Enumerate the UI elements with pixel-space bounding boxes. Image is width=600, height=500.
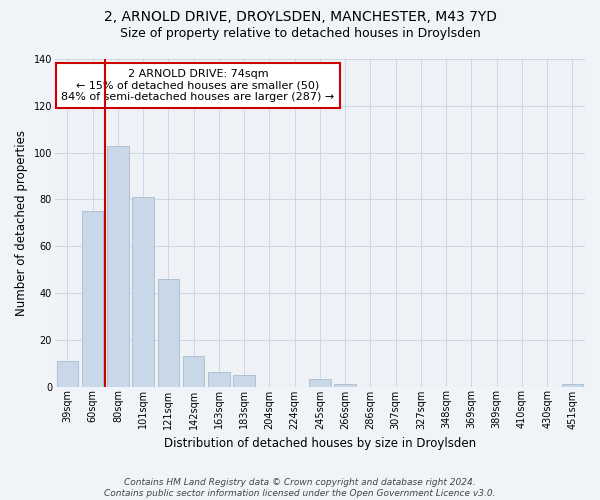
- Bar: [158, 279, 179, 386]
- X-axis label: Distribution of detached houses by size in Droylsden: Distribution of detached houses by size …: [164, 437, 476, 450]
- Bar: [183, 356, 205, 386]
- Text: 2 ARNOLD DRIVE: 74sqm
← 15% of detached houses are smaller (50)
84% of semi-deta: 2 ARNOLD DRIVE: 74sqm ← 15% of detached …: [61, 69, 335, 102]
- Bar: [57, 361, 78, 386]
- Bar: [208, 372, 230, 386]
- Bar: [107, 146, 128, 386]
- Bar: [562, 384, 583, 386]
- Text: 2, ARNOLD DRIVE, DROYLSDEN, MANCHESTER, M43 7YD: 2, ARNOLD DRIVE, DROYLSDEN, MANCHESTER, …: [104, 10, 497, 24]
- Bar: [133, 197, 154, 386]
- Text: Contains HM Land Registry data © Crown copyright and database right 2024.
Contai: Contains HM Land Registry data © Crown c…: [104, 478, 496, 498]
- Bar: [309, 380, 331, 386]
- Y-axis label: Number of detached properties: Number of detached properties: [15, 130, 28, 316]
- Bar: [334, 384, 356, 386]
- Text: Size of property relative to detached houses in Droylsden: Size of property relative to detached ho…: [119, 28, 481, 40]
- Bar: [233, 375, 255, 386]
- Bar: [82, 211, 103, 386]
